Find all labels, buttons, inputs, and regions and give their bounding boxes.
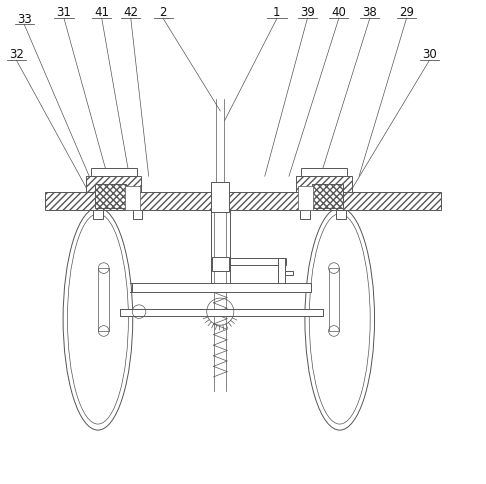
Bar: [91, 168, 137, 177]
Bar: [86, 177, 141, 192]
Bar: [312, 184, 343, 209]
Bar: [301, 168, 347, 177]
Text: 38: 38: [363, 6, 377, 19]
Bar: [211, 182, 229, 213]
Text: 2: 2: [159, 6, 167, 19]
Bar: [211, 257, 229, 271]
Bar: [329, 269, 339, 331]
Text: 1: 1: [273, 6, 280, 19]
Bar: [300, 211, 310, 219]
Bar: [133, 211, 142, 219]
Bar: [336, 211, 346, 219]
Text: 39: 39: [300, 6, 315, 19]
Bar: [93, 211, 103, 219]
Text: 31: 31: [57, 6, 71, 19]
Bar: [95, 184, 126, 209]
Text: 30: 30: [422, 48, 436, 61]
Bar: [132, 283, 311, 293]
Text: 32: 32: [9, 48, 24, 61]
Bar: [296, 177, 352, 192]
Text: 41: 41: [94, 6, 109, 19]
Text: 40: 40: [331, 6, 346, 19]
Text: 29: 29: [399, 6, 414, 19]
Bar: [45, 192, 441, 211]
Bar: [298, 186, 312, 211]
Bar: [120, 309, 323, 317]
Bar: [230, 258, 286, 265]
Bar: [278, 258, 285, 290]
Bar: [285, 271, 293, 276]
Bar: [98, 269, 109, 331]
Text: 33: 33: [17, 13, 32, 26]
Text: 42: 42: [123, 6, 139, 19]
Bar: [125, 186, 139, 211]
